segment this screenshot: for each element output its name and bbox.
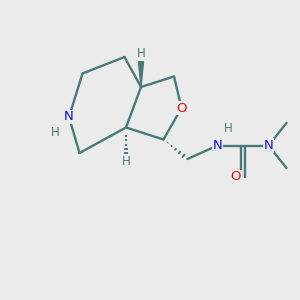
Text: N: N bbox=[264, 139, 273, 152]
Text: H: H bbox=[122, 154, 130, 168]
Text: H: H bbox=[51, 125, 60, 139]
Text: N: N bbox=[64, 110, 74, 124]
Polygon shape bbox=[138, 57, 144, 87]
Text: N: N bbox=[213, 139, 222, 152]
Text: H: H bbox=[224, 122, 232, 136]
Text: H: H bbox=[136, 47, 146, 60]
Text: O: O bbox=[176, 101, 187, 115]
Text: O: O bbox=[230, 170, 241, 184]
